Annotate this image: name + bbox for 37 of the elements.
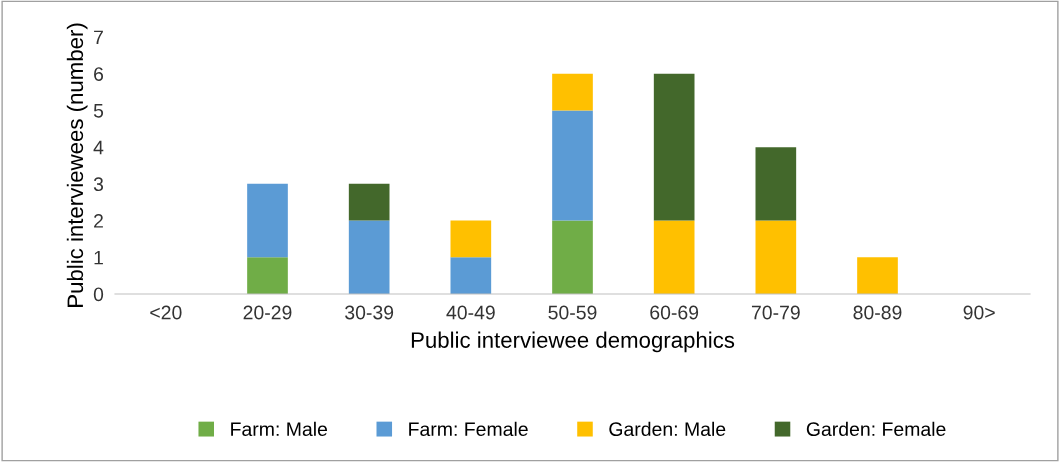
- x-tick-label: 90>: [963, 305, 995, 320]
- y-tick-label: 3: [93, 177, 104, 192]
- y-tick-label: 7: [94, 30, 103, 45]
- bar: [653, 73, 695, 221]
- bar: [857, 257, 898, 294]
- bar: [755, 147, 797, 221]
- bar: [755, 220, 797, 294]
- bar: [653, 220, 695, 294]
- x-tick-label: 80-89: [853, 305, 902, 320]
- y-tick-label: 4: [93, 140, 104, 155]
- legend-label: Garden: Female: [806, 421, 946, 437]
- x-tick-label: 60-69: [650, 305, 699, 320]
- x-tick-label: 30-39: [345, 305, 394, 320]
- bar: [552, 73, 593, 111]
- x-tick-label: 40-49: [446, 305, 495, 320]
- y-tick-label: 0: [93, 287, 104, 302]
- bar: [552, 110, 593, 221]
- y-tick-label: 1: [94, 250, 103, 265]
- bar: [247, 183, 288, 258]
- x-axis-title: Public interviewee demographics: [411, 331, 735, 353]
- y-tick-label: 6: [94, 67, 104, 81]
- bar: [348, 183, 390, 221]
- bar: [552, 220, 593, 294]
- bar: [450, 220, 492, 258]
- y-axis-title: Public interviewees (number): [66, 23, 88, 307]
- legend-label: Farm: Female: [409, 421, 528, 437]
- x-tick-label: 50-59: [548, 305, 597, 320]
- legend-label: Farm: Male: [231, 421, 328, 437]
- y-tick-label: 5: [93, 104, 104, 118]
- x-tick-label: 20-29: [243, 305, 292, 320]
- bar: [450, 257, 492, 294]
- x-tick-label: 70-79: [751, 305, 800, 320]
- x-tick-label: <20: [150, 305, 182, 320]
- legend-label: Garden: Male: [609, 421, 726, 437]
- bar: [348, 220, 390, 294]
- bar: [247, 257, 288, 294]
- y-tick-label: 2: [94, 214, 103, 228]
